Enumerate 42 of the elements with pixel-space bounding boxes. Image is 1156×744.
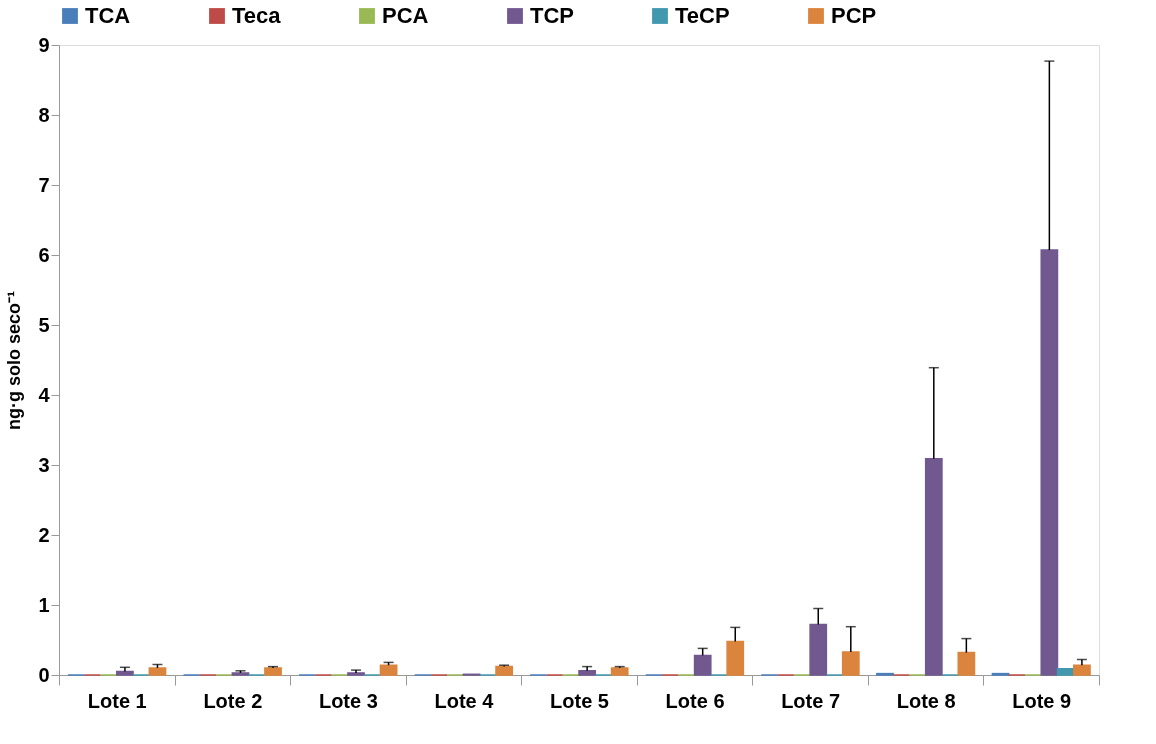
bar	[726, 640, 745, 676]
legend-label: Teca	[232, 3, 282, 28]
bar	[957, 651, 976, 676]
x-tick-label: Lote 6	[665, 689, 725, 712]
bar	[148, 667, 167, 676]
legend-label: TeCP	[675, 3, 730, 28]
y-tick-label: 4	[38, 383, 51, 406]
y-tick-label: 6	[38, 243, 50, 266]
legend-label: PCA	[382, 3, 429, 28]
x-tick-label: Lote 9	[1012, 689, 1072, 712]
bar	[924, 457, 943, 676]
y-tick-label: 5	[38, 313, 50, 336]
x-tick-label: Lote 1	[87, 689, 147, 712]
bar	[809, 623, 828, 676]
bar	[841, 651, 860, 676]
x-tick-label: Lote 4	[434, 689, 495, 712]
bar	[231, 672, 250, 676]
y-tick-label: 8	[38, 103, 50, 126]
legend-label: TCA	[85, 3, 131, 28]
y-tick-label: 1	[38, 593, 50, 616]
legend-label: TCP	[530, 3, 574, 28]
bar	[264, 667, 282, 676]
x-tick-label: Lote 8	[896, 689, 956, 712]
x-tick-label: Lote 2	[203, 689, 263, 712]
y-tick-label: 9	[38, 33, 50, 56]
x-tick-label: Lote 7	[781, 689, 841, 712]
y-tick-label: 0	[38, 663, 50, 686]
bar	[693, 654, 712, 676]
y-tick-label: 7	[38, 173, 50, 196]
y-tick-label: 3	[38, 453, 50, 476]
y-tick-label: 2	[38, 523, 50, 546]
bar	[347, 672, 365, 676]
bar	[610, 667, 629, 676]
bar	[1040, 249, 1059, 676]
bar	[1056, 667, 1075, 676]
legend-label: PCP	[831, 3, 877, 28]
x-tick-label: Lote 3	[318, 689, 378, 712]
bar	[495, 665, 514, 676]
y-axis-title: ng·g solo seco⁻¹	[4, 290, 25, 431]
bar	[1073, 664, 1091, 676]
bar	[379, 664, 398, 676]
x-tick-label: Lote 5	[550, 689, 609, 712]
